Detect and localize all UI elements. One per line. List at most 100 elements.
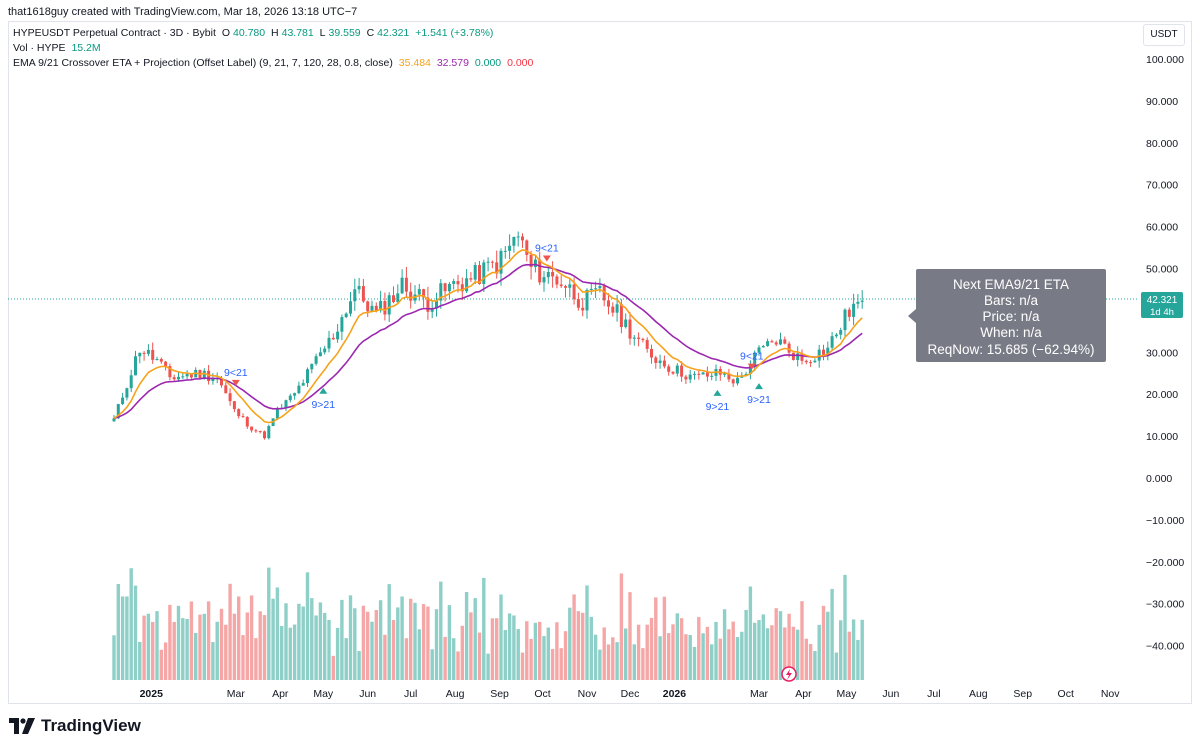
candle-body <box>409 291 413 301</box>
candle-body <box>168 366 172 378</box>
candle-body <box>306 369 309 384</box>
signal-up-arrow <box>755 383 763 390</box>
volume-bar <box>486 653 490 680</box>
candle-body <box>185 374 189 377</box>
volume-bar <box>847 631 851 680</box>
x-axis[interactable]: 2025 Mar Apr May Jun Jul Aug Sep Oct Nov Dec 2026 Ma… <box>140 688 1121 700</box>
candle-body <box>232 401 236 410</box>
volume-bar <box>142 615 146 680</box>
volume-bar <box>744 609 748 680</box>
volume-bar <box>439 581 443 680</box>
volume-bar <box>206 601 211 680</box>
candle-body <box>611 306 615 313</box>
volume-bar <box>460 625 464 680</box>
candle-body <box>650 348 653 358</box>
candle-body <box>237 409 241 417</box>
volume-bar <box>477 632 482 680</box>
x-tick-label: Sep <box>490 688 509 700</box>
volume-bar <box>348 595 353 680</box>
close-value: 42.321 <box>377 27 410 39</box>
signal-down-arrow <box>542 255 551 262</box>
volume-bar <box>469 612 473 680</box>
volume-bar <box>563 631 568 680</box>
y-axis[interactable]: 100.00090.00080.00070.00060.00050.00040.… <box>1146 54 1184 653</box>
volume-bar <box>495 618 499 680</box>
candle-body <box>465 278 469 292</box>
volume-bar <box>172 621 176 680</box>
volume-bar <box>735 637 740 680</box>
candle-body <box>439 283 443 301</box>
tradingview-footer[interactable]: TradingView <box>9 716 141 736</box>
volume-bar <box>593 634 598 680</box>
symbol-title[interactable]: HYPEUSDT Perpetual Contract · 3D · Bybit <box>13 27 216 39</box>
candle-body <box>813 360 817 363</box>
volume-bar <box>271 598 275 680</box>
volume-bar <box>301 606 305 680</box>
candle-body <box>809 362 813 364</box>
candle-body <box>602 285 606 301</box>
y-tick-label: −10.000 <box>1146 515 1184 527</box>
x-tick-label: May <box>837 688 858 700</box>
volume-bar <box>310 598 314 680</box>
volume-bar <box>572 594 576 680</box>
x-tick-label: Jul <box>404 688 417 700</box>
signal-label: 9>21 <box>311 399 335 411</box>
volume-bar <box>632 644 636 680</box>
volume-bar <box>602 627 606 680</box>
volume-bar <box>400 596 404 680</box>
high-value: 43.781 <box>281 27 314 39</box>
lightning-icon[interactable] <box>781 666 797 682</box>
volume-bar <box>774 608 778 680</box>
candle-body <box>748 365 752 375</box>
volume-bar <box>817 624 821 680</box>
candle-body <box>757 347 761 353</box>
volume-bar <box>791 626 796 680</box>
candle-body <box>658 360 662 363</box>
volume-bar <box>826 611 830 680</box>
legend-symbol-row: HYPEUSDT Perpetual Contract · 3D · Bybit… <box>13 27 496 39</box>
info-box-pointer <box>908 309 916 323</box>
high-label: H <box>271 27 279 39</box>
candle-body <box>744 374 748 376</box>
candle-body <box>705 372 709 377</box>
y-tick-label: 20.000 <box>1146 389 1178 401</box>
candle-body <box>288 395 292 401</box>
y-tick-label: −20.000 <box>1146 557 1184 569</box>
volume-bar <box>619 573 624 680</box>
candle-body <box>379 301 383 311</box>
candle-body <box>779 339 782 345</box>
candle-body <box>361 286 365 302</box>
volume-bar <box>679 618 684 680</box>
candle-body <box>293 393 297 396</box>
ema-indicator-label[interactable]: EMA 9/21 Crossover ETA + Projection (Off… <box>13 57 393 69</box>
candle-body <box>542 277 546 283</box>
candle-body <box>267 426 271 439</box>
close-label: C <box>366 27 375 39</box>
candle-body <box>181 376 185 378</box>
candle-body <box>301 383 305 386</box>
candle-body <box>340 317 344 332</box>
x-tick-label: Dec <box>621 688 640 700</box>
candle-body <box>688 374 692 380</box>
volume-bar <box>701 633 705 680</box>
volume-bar <box>499 594 503 680</box>
volume-label[interactable]: Vol · HYPE <box>13 42 66 54</box>
candle-body <box>581 307 585 311</box>
currency-button[interactable]: USDT <box>1143 24 1185 46</box>
candle-body <box>275 408 279 419</box>
volume-bar <box>722 609 727 680</box>
candle-body <box>693 373 696 375</box>
volume-bar <box>447 605 452 680</box>
info-box-reqnow: ReqNow: 15.685 (−62.94%) <box>928 342 1095 357</box>
volume-bar <box>198 614 202 680</box>
candle-body <box>529 254 533 267</box>
volume-bar <box>490 618 495 680</box>
candle-body <box>263 431 266 439</box>
candle-body <box>624 319 628 328</box>
candle-body <box>142 352 146 354</box>
volume-bar <box>559 648 563 680</box>
low-label: L <box>319 27 326 39</box>
volume-bar <box>576 611 581 680</box>
candle-body <box>525 240 529 255</box>
